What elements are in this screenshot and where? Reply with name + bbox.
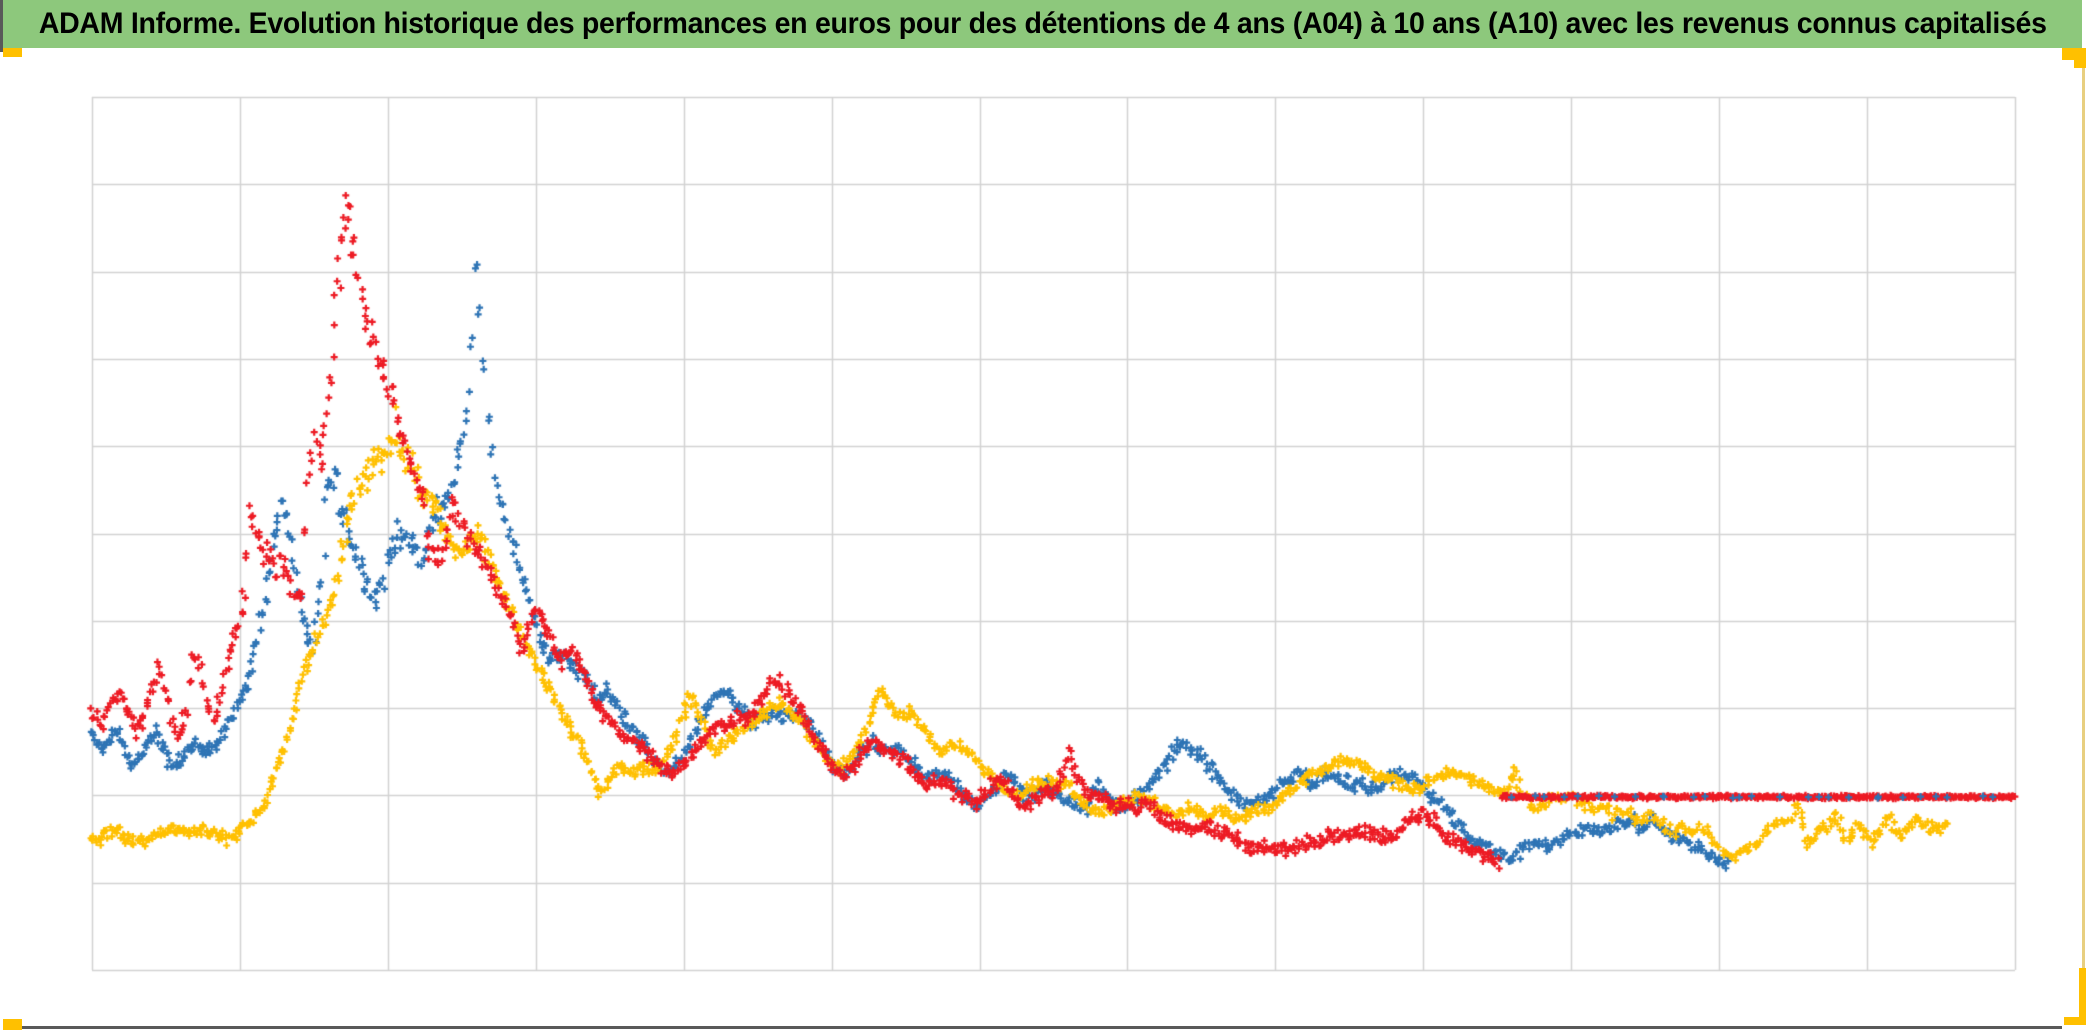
sheet-bottom-edge-line <box>22 1026 2062 1029</box>
selection-handle-bottom-left[interactable] <box>3 1019 22 1030</box>
selection-handle-top-left[interactable] <box>3 48 22 57</box>
pane-left-edge-line <box>0 0 3 52</box>
selection-handle-bottom-right-h[interactable] <box>2064 1017 2086 1025</box>
selection-handle-bottom-right-v[interactable] <box>2079 968 2086 1025</box>
chart-title: ADAM Informe. Evolution historique des p… <box>38 7 2047 40</box>
selection-right-edge-line <box>2082 60 2085 1017</box>
chart-title-bar: ADAM Informe. Evolution historique des p… <box>3 0 2082 48</box>
selection-handle-top-right-v[interactable] <box>2074 48 2086 68</box>
